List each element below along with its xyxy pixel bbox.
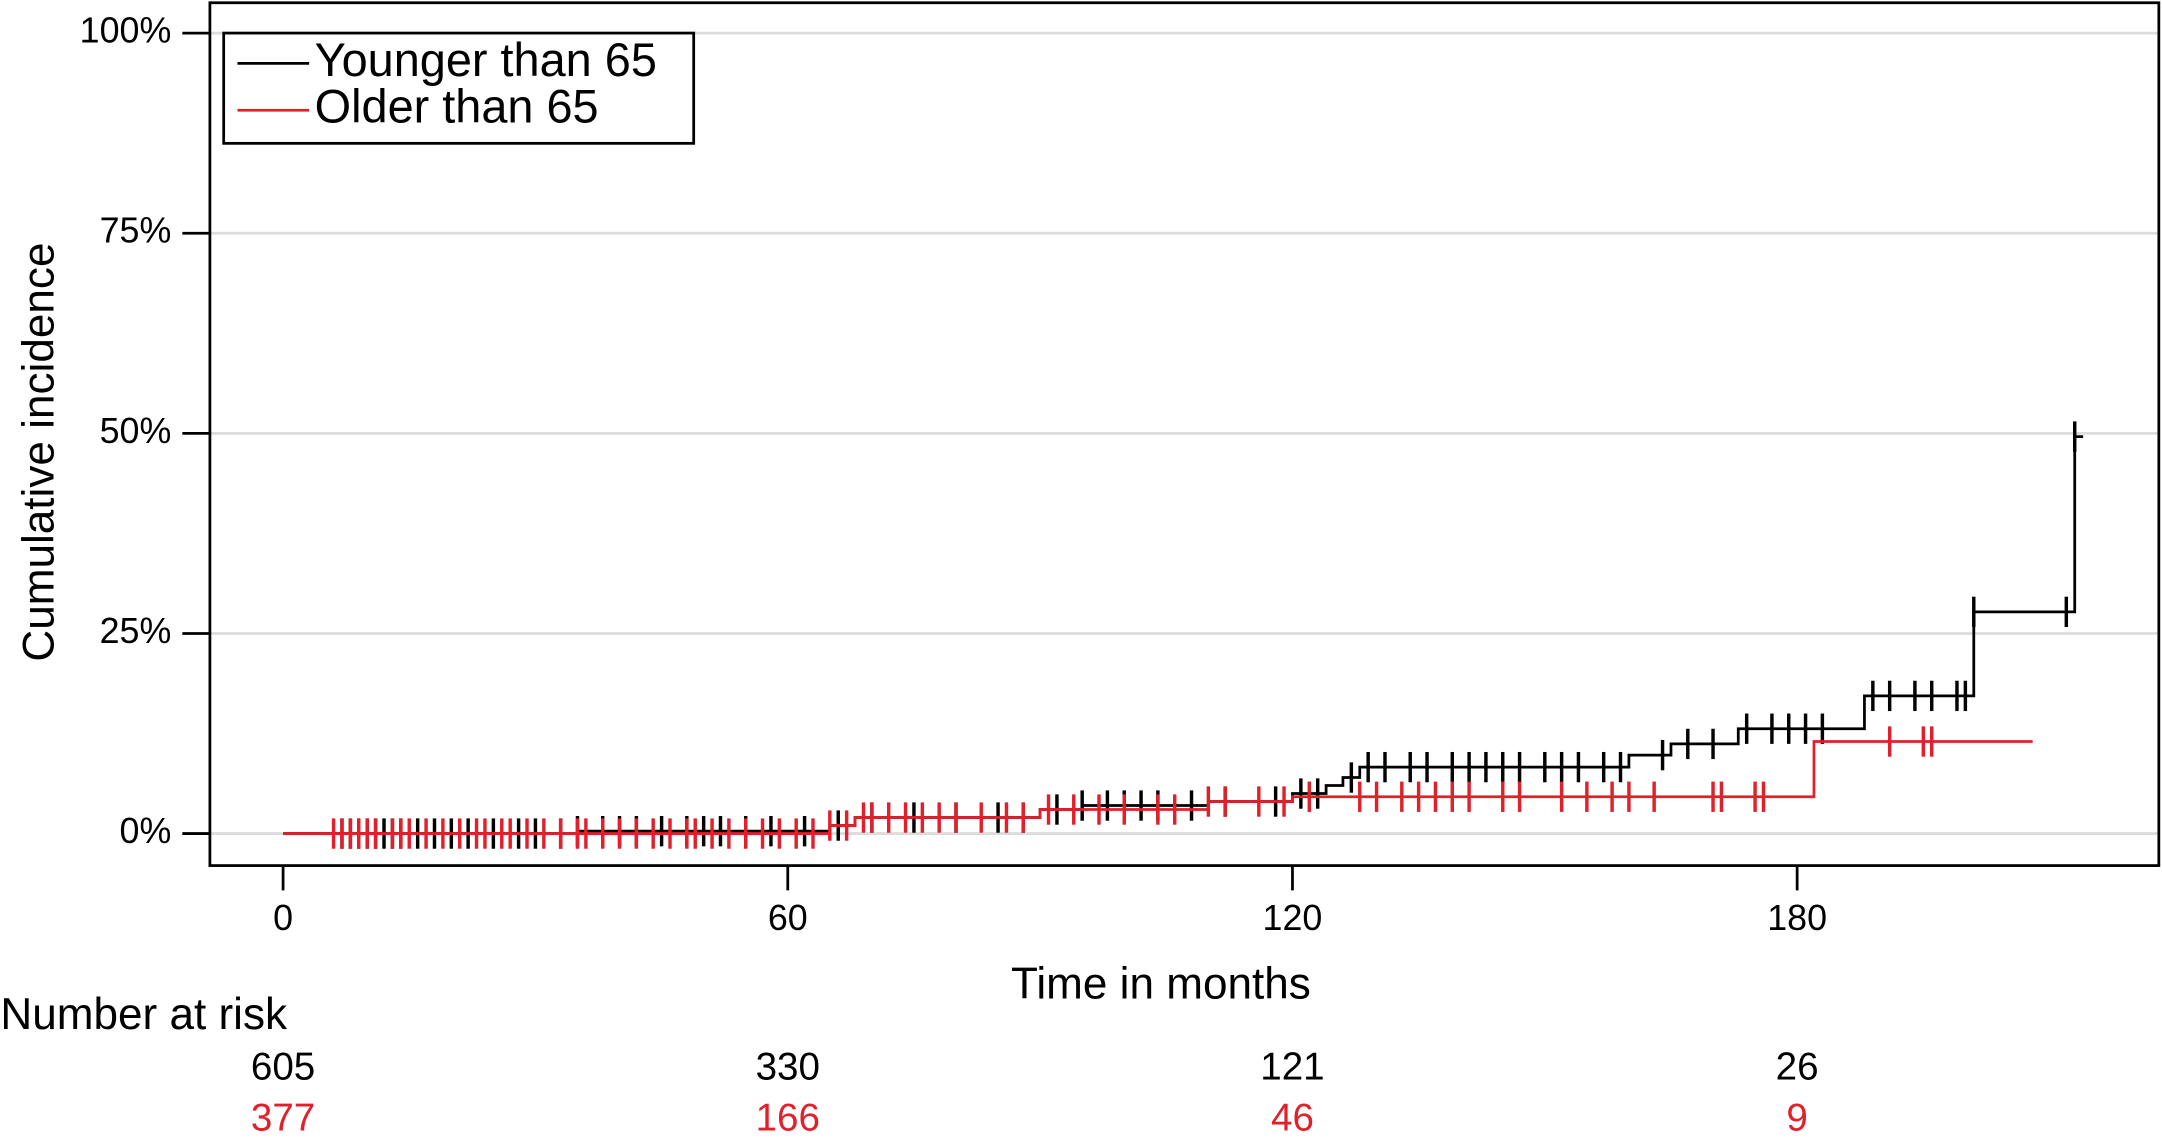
risk-count: 605	[251, 1046, 315, 1089]
y-tick-label: 50%	[100, 411, 172, 451]
y-tick-label: 25%	[100, 611, 172, 651]
x-tick-label: 120	[1263, 898, 1323, 938]
y-tick-label: 0%	[120, 811, 172, 851]
risk-count: 9	[1786, 1097, 1807, 1140]
risk-table-title: Number at risk	[0, 990, 288, 1039]
plot-frame	[208, 1, 2161, 867]
risk-count: 46	[1271, 1097, 1314, 1140]
risk-count: 166	[756, 1097, 820, 1140]
legend-label: Younger than 65	[315, 34, 657, 86]
x-axis-title: Time in months	[1011, 960, 1311, 1009]
risk-count: 121	[1260, 1046, 1324, 1089]
y-axis-title: Cumulative incidence	[14, 243, 63, 662]
x-tick-label: 180	[1767, 898, 1827, 938]
risk-count: 330	[756, 1046, 820, 1089]
x-tick-label: 60	[768, 898, 808, 938]
y-tick-label: 75%	[100, 211, 172, 251]
x-tick-label: 0	[273, 898, 293, 938]
legend-label: Older than 65	[315, 81, 599, 133]
y-tick-label: 100%	[80, 11, 172, 51]
risk-count: 26	[1776, 1046, 1819, 1089]
legend-box	[222, 31, 696, 145]
risk-count: 377	[251, 1097, 315, 1140]
